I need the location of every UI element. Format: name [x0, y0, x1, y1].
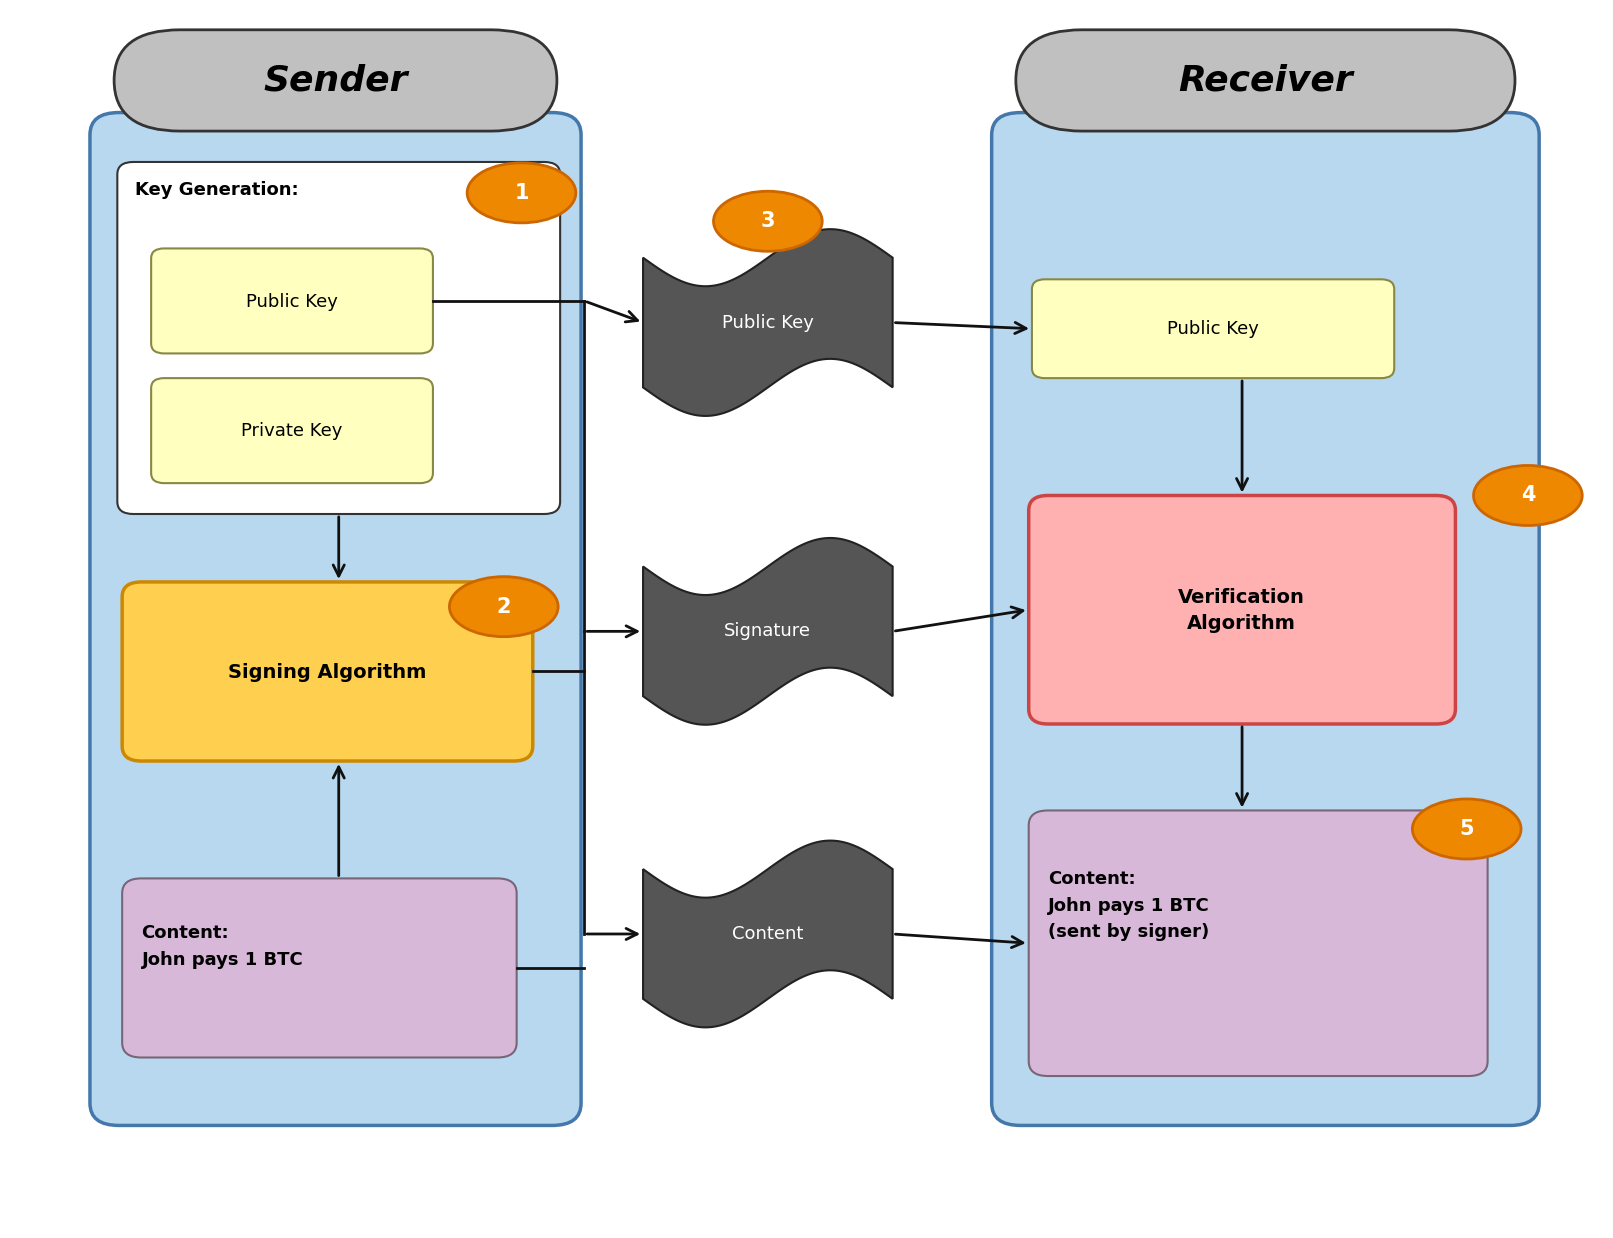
FancyBboxPatch shape [1016, 30, 1515, 131]
Text: 2: 2 [497, 597, 511, 617]
Text: 5: 5 [1460, 820, 1474, 839]
FancyBboxPatch shape [992, 113, 1539, 1125]
Text: Public Key: Public Key [247, 292, 339, 311]
Polygon shape [644, 841, 892, 1028]
FancyBboxPatch shape [1032, 280, 1394, 378]
Text: Public Key: Public Key [1168, 319, 1260, 338]
Text: Public Key: Public Key [723, 313, 815, 332]
Ellipse shape [1413, 799, 1521, 859]
Text: Private Key: Private Key [242, 422, 342, 441]
FancyBboxPatch shape [115, 30, 556, 131]
FancyBboxPatch shape [1029, 495, 1455, 724]
FancyBboxPatch shape [90, 113, 581, 1125]
FancyBboxPatch shape [123, 582, 532, 761]
Text: Sender: Sender [263, 63, 408, 98]
Ellipse shape [468, 163, 576, 223]
Text: Key Generation:: Key Generation: [135, 182, 298, 199]
Text: Signature: Signature [724, 623, 811, 640]
FancyBboxPatch shape [118, 162, 560, 514]
Text: Content:
John pays 1 BTC: Content: John pays 1 BTC [142, 924, 303, 968]
Text: 3: 3 [761, 212, 776, 232]
FancyBboxPatch shape [1029, 811, 1487, 1076]
FancyBboxPatch shape [123, 879, 516, 1057]
Text: Verification
Algorithm: Verification Algorithm [1177, 588, 1305, 633]
Text: 4: 4 [1521, 485, 1536, 505]
Text: Receiver: Receiver [1177, 63, 1353, 98]
Ellipse shape [450, 577, 558, 636]
Ellipse shape [1474, 465, 1582, 525]
Ellipse shape [713, 191, 823, 251]
Text: Signing Algorithm: Signing Algorithm [229, 662, 427, 682]
Text: Content:
John pays 1 BTC
(sent by signer): Content: John pays 1 BTC (sent by signer… [1048, 870, 1210, 941]
Text: Content: Content [732, 925, 803, 943]
FancyBboxPatch shape [152, 249, 432, 353]
Text: 1: 1 [515, 183, 529, 203]
FancyBboxPatch shape [152, 378, 432, 483]
Polygon shape [644, 229, 892, 416]
Polygon shape [644, 539, 892, 724]
